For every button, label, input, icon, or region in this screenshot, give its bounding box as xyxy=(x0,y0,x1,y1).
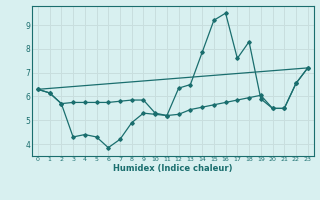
X-axis label: Humidex (Indice chaleur): Humidex (Indice chaleur) xyxy=(113,164,233,173)
